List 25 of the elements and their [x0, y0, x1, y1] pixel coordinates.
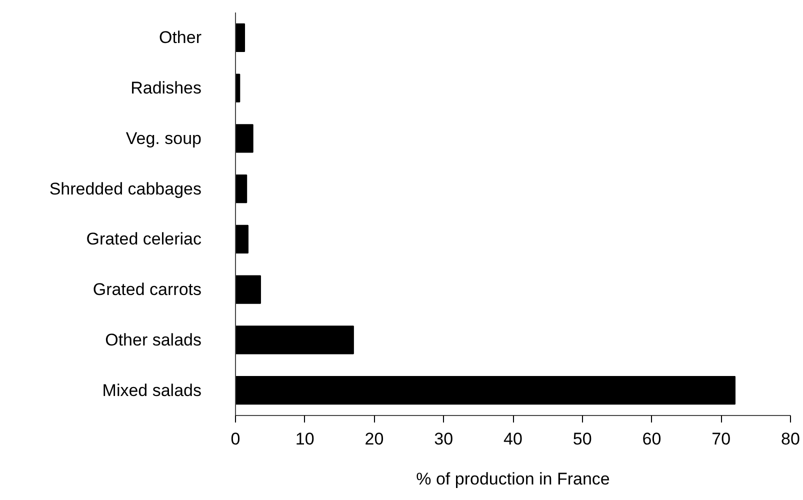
y-tick-label: Radishes	[130, 78, 202, 98]
x-tick-label: 20	[364, 430, 384, 448]
bar	[236, 174, 248, 204]
y-tick-label: Grated carrots	[92, 280, 202, 300]
bar	[236, 326, 354, 354]
x-tick-label: 30	[434, 430, 454, 448]
x-tick-label: 50	[572, 430, 592, 448]
bar	[236, 275, 261, 304]
y-tick-label: Grated celeriac	[86, 230, 202, 249]
bar	[236, 124, 254, 153]
x-tick-label: 60	[642, 430, 662, 448]
x-tick-label: 80	[781, 430, 800, 448]
x-tick-label: 10	[295, 430, 314, 448]
x-tick-label: 0	[230, 430, 240, 448]
y-tick-label: Veg. soup	[126, 128, 202, 148]
x-tick-label: 70	[712, 430, 731, 448]
x-axis-title: % of production in France	[416, 470, 610, 488]
y-tick-label: Shredded cabbages	[49, 179, 202, 198]
bar	[236, 376, 736, 405]
y-tick-label: Other	[158, 28, 202, 48]
bar	[236, 23, 246, 52]
y-tick-label: Other salads	[105, 330, 202, 350]
y-tick-label: Mixed salads	[102, 380, 202, 400]
x-tick-label: 40	[504, 430, 522, 448]
bar	[236, 224, 248, 254]
